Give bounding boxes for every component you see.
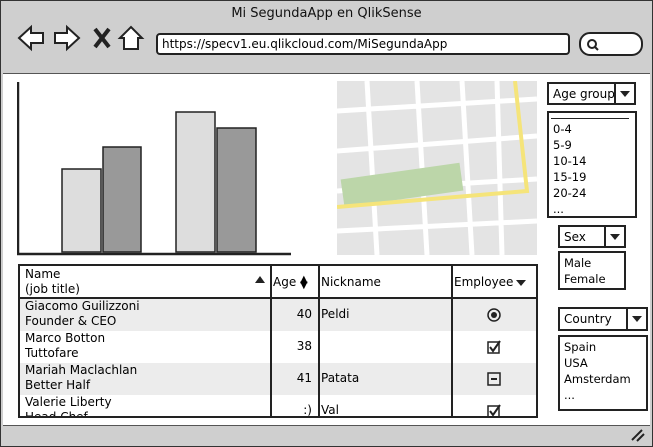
cell-nickname: Val — [321, 403, 339, 417]
filter-dropdown[interactable]: Country — [558, 307, 648, 331]
map — [337, 81, 537, 255]
bar — [175, 111, 216, 253]
forward-button[interactable] — [54, 24, 81, 52]
resize-grip — [631, 429, 645, 442]
bar — [216, 127, 257, 253]
cell-job-title: Head Chef — [25, 410, 88, 418]
header-employee: Employee — [454, 275, 514, 289]
dropdown-button — [614, 84, 634, 103]
window-title: Mi SegundaApp en QlikSense — [231, 6, 422, 21]
stop-button[interactable] — [93, 27, 111, 49]
bar-chart — [17, 82, 291, 256]
cell-age: 41 — [296, 371, 312, 385]
filter-item[interactable]: 10-14 — [553, 154, 587, 168]
sort-icon: ▲ ▼ — [300, 274, 308, 291]
filter-list: Male Female — [558, 251, 626, 290]
filter-item[interactable]: Male — [564, 256, 592, 270]
filter-item[interactable]: Spain — [564, 340, 597, 354]
column-divider — [270, 266, 272, 416]
axes — [17, 82, 291, 256]
bar — [61, 168, 102, 253]
cell-nickname: Peldi — [321, 307, 350, 321]
employee-icon[interactable] — [486, 371, 502, 387]
bar — [102, 146, 142, 253]
table-row: Marco Botton Tuttofare 38 — [20, 331, 536, 363]
filter-dropdown[interactable]: Age group — [547, 82, 636, 105]
cell-job-title: Founder & CEO — [25, 314, 117, 328]
nav-icons — [17, 24, 145, 52]
dropdown-arrow — [610, 234, 620, 240]
data-table: Name (job title) Age ▲ ▼ Nickname Employee Giac… — [18, 264, 538, 418]
employee-icon[interactable] — [486, 403, 502, 418]
header-divider — [20, 297, 536, 299]
cell-job-title: Tuttofare — [25, 346, 79, 360]
filter-item[interactable]: 15-19 — [553, 170, 587, 184]
column-divider — [318, 266, 320, 416]
url-field[interactable]: https://specv1.eu.qlikcloud.com/MiSegund… — [156, 33, 570, 55]
table-row: Valerie Liberty Head Chef:) Val — [20, 395, 536, 418]
cell-name: Valerie Liberty — [25, 395, 112, 409]
employee-icon[interactable] — [486, 339, 502, 355]
filter-list: 0-4 5-9 10-14 15-19 20-24... — [547, 111, 637, 218]
dropdown-button — [604, 227, 624, 246]
filter-label: Country — [564, 312, 612, 326]
dropdown-arrow — [632, 316, 642, 322]
employee-icon[interactable] — [486, 307, 502, 323]
cell-age: :) — [303, 403, 312, 417]
list-scroll-edge — [551, 115, 629, 119]
header-nickname: Nickname — [321, 275, 381, 289]
filter-item[interactable]: 5-9 — [553, 138, 572, 152]
search-icon — [587, 39, 599, 51]
filter-item[interactable]: ... — [564, 388, 575, 402]
dropdown-icon — [516, 280, 526, 286]
filter-item[interactable]: Female — [564, 272, 606, 286]
cell-name: Giacomo Guilizzoni — [25, 299, 140, 313]
back-button[interactable] — [17, 24, 44, 52]
filter-dropdown[interactable]: Sex — [558, 225, 626, 248]
table-row: Giacomo Guilizzoni Founder & CEO 40 Peldi — [20, 299, 536, 331]
header-age: Age — [273, 275, 297, 289]
cell-age: 38 — [296, 339, 312, 353]
home-button[interactable] — [117, 25, 145, 50]
table-row: Mariah Maclachlan Better Half 41 Patata — [20, 363, 536, 395]
cell-age: 40 — [296, 307, 312, 321]
cell-job-title: Better Half — [25, 378, 91, 392]
filter-label: Sex — [564, 230, 586, 244]
filter-label: Age group — [553, 87, 615, 101]
cell-nickname: Patata — [321, 371, 360, 385]
filter-item[interactable]: ... — [553, 202, 564, 216]
cell-name: Marco Botton — [25, 331, 106, 345]
header-name: Name — [25, 267, 61, 281]
filter-item[interactable]: 0-4 — [553, 122, 572, 136]
filter-item[interactable]: 20-24 — [553, 186, 587, 200]
filter-item[interactable]: Amsterdam — [564, 372, 631, 386]
cell-name: Mariah Maclachlan — [25, 363, 138, 377]
filter-item[interactable]: USA — [564, 356, 588, 370]
column-divider — [451, 266, 453, 416]
search-field[interactable] — [579, 32, 643, 56]
filter-list: Spain USA Amsterdam... — [558, 335, 648, 411]
dropdown-arrow — [620, 91, 630, 97]
dropdown-button — [626, 309, 646, 329]
sort-icon — [255, 276, 265, 283]
header-job-title: (job title) — [25, 282, 80, 296]
